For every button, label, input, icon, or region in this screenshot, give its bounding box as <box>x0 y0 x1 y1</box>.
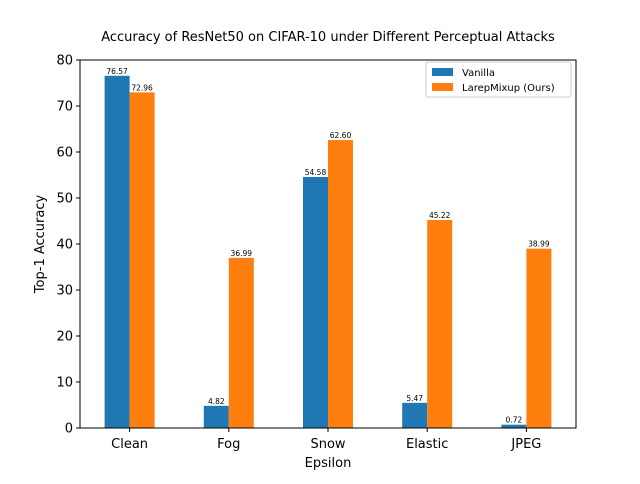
legend-swatch <box>432 83 453 91</box>
bar-vanilla-jpeg <box>501 424 527 428</box>
data-label: 72.96 <box>131 83 153 92</box>
legend: Vanilla LarepMixup (Ours) <box>425 61 572 98</box>
x-tick-label: Elastic <box>406 437 448 452</box>
x-tick-label: Fog <box>217 437 240 452</box>
y-tick-label: 70 <box>56 100 73 115</box>
bar-vanilla-fog <box>203 405 229 428</box>
legend-swatch <box>432 68 453 76</box>
y-tick-label: 60 <box>56 146 73 161</box>
data-label: 45.22 <box>429 211 451 220</box>
legend-label: LarepMixup (Ours) <box>462 83 555 94</box>
y-tick-label: 50 <box>56 192 73 207</box>
legend-box <box>425 61 572 98</box>
y-axis-label: Top-1 Accuracy <box>33 195 48 295</box>
x-tick-label: Clean <box>111 437 148 452</box>
data-label: 62.60 <box>330 131 352 140</box>
y-tick-label: 10 <box>56 376 73 391</box>
data-label: 38.99 <box>528 240 550 249</box>
bar-larepmixup-ours-snow <box>328 140 353 429</box>
data-label: 4.82 <box>208 397 225 406</box>
data-label: 0.72 <box>506 416 523 425</box>
y-tick-label: 20 <box>56 330 73 345</box>
bar-vanilla-snow <box>303 176 328 428</box>
data-label: 36.99 <box>231 249 253 258</box>
legend-label: Vanilla <box>462 68 495 79</box>
x-tick-label: Snow <box>310 437 345 452</box>
data-label: 54.58 <box>305 168 327 177</box>
bar-larepmixup-ours-jpeg <box>526 248 552 428</box>
bar-larepmixup-ours-clean <box>129 92 155 428</box>
data-label: 76.57 <box>106 67 128 76</box>
y-tick-label: 80 <box>56 54 73 69</box>
y-tick-label: 30 <box>56 284 73 299</box>
chart-title: Accuracy of ResNet50 on CIFAR-10 under D… <box>101 30 555 45</box>
x-axis-label: Epsilon <box>305 456 352 471</box>
bar-vanilla-elastic <box>402 402 428 428</box>
x-tick-label: JPEG <box>510 437 541 452</box>
bar-larepmixup-ours-elastic <box>427 219 453 428</box>
bar-larepmixup-ours-fog <box>228 257 254 428</box>
bar-vanilla-clean <box>104 75 130 428</box>
data-label: 5.47 <box>406 394 423 403</box>
y-tick-label: 0 <box>65 422 73 437</box>
y-tick-label: 40 <box>56 238 73 253</box>
